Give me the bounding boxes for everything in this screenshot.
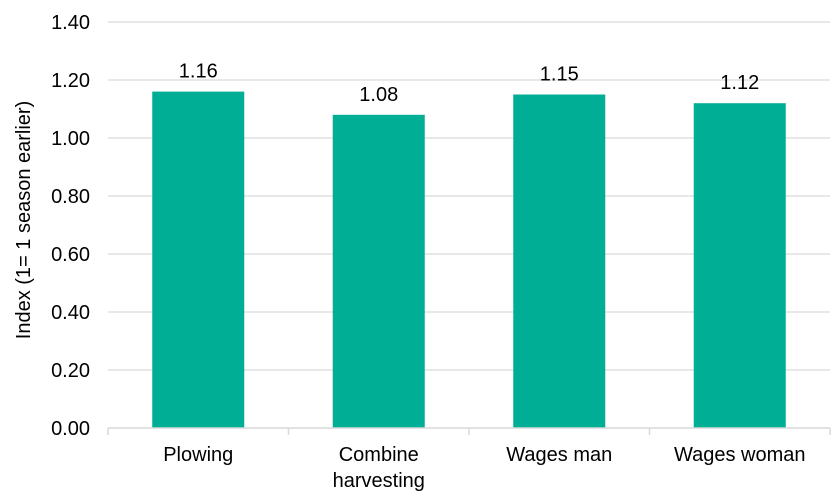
- y-tick-label: 1.40: [51, 12, 90, 34]
- bar: [513, 94, 606, 428]
- data-label: 1.12: [720, 72, 759, 94]
- y-tick-label: 1.00: [51, 128, 90, 150]
- category-label: Combine harvesting: [333, 444, 425, 491]
- data-label: 1.16: [179, 61, 218, 83]
- data-labels: 1.16 1.08 1.15 1.12: [179, 61, 759, 106]
- y-tick-label: 0.20: [51, 360, 90, 382]
- category-label: Wages man: [506, 444, 612, 466]
- y-tick-label: 0.60: [51, 244, 90, 266]
- bars: [152, 91, 786, 429]
- y-tick-label: 0.80: [51, 186, 90, 208]
- y-tick-label: 0.00: [51, 418, 90, 440]
- bar: [332, 114, 425, 429]
- y-axis-label: Index (1= 1 season earlier): [13, 101, 35, 339]
- bar: [152, 91, 245, 428]
- x-axis-categories: Plowing Combine harvesting Wages man Wages w…: [163, 444, 805, 491]
- category-label: Plowing: [163, 444, 233, 466]
- y-tick-label: 0.40: [51, 302, 90, 324]
- bar: [693, 103, 786, 428]
- category-label: Wages woman: [674, 444, 806, 466]
- data-label: 1.15: [540, 64, 579, 86]
- x-axis: [107, 427, 831, 435]
- y-tick-label: 1.20: [51, 70, 90, 92]
- data-label: 1.08: [359, 84, 398, 106]
- y-axis-ticks: 0.00 0.20 0.40 0.60 0.80 1.00 1.20 1.40: [51, 12, 90, 440]
